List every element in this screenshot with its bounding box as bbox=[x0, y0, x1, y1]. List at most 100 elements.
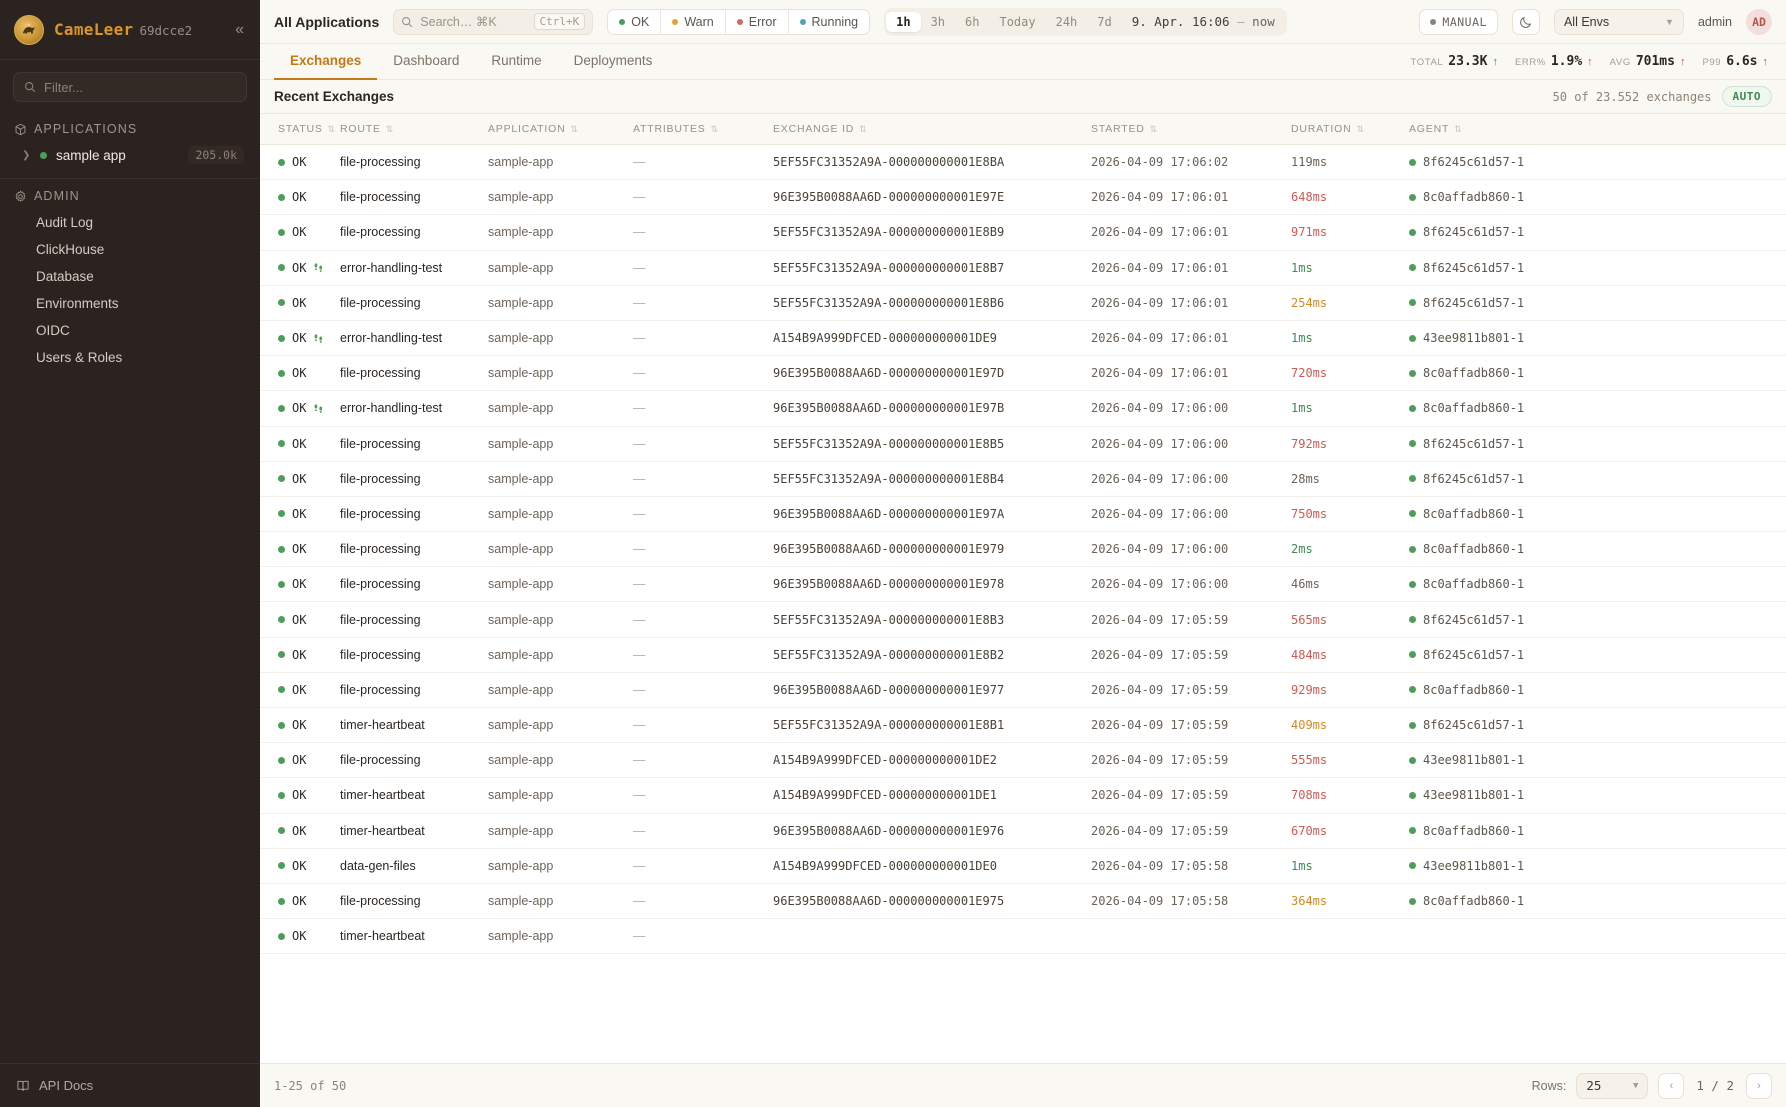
theme-toggle-button[interactable] bbox=[1511, 8, 1540, 35]
sidebar-item-audit-log[interactable]: Audit Log bbox=[36, 215, 94, 230]
search-input[interactable]: Search… ⌘K Ctrl+K bbox=[393, 8, 594, 35]
cell-started: 2026-04-09 17:05:59 bbox=[1091, 707, 1291, 744]
table-row[interactable]: OK error-handling-test sample-app — A154B9A9… bbox=[260, 320, 1786, 357]
time-range-display[interactable]: 9. Apr. 16:06 — now bbox=[1122, 14, 1285, 29]
time-preset-7d[interactable]: 7d bbox=[1097, 14, 1112, 29]
sidebar-item-environments[interactable]: Environments bbox=[36, 296, 119, 311]
table-row[interactable]: OK file-processing sample-app —5EF55FC31352… bbox=[260, 144, 1786, 181]
sidebar-item-api-docs[interactable]: API Docs bbox=[0, 1063, 260, 1107]
environment-select-value: All Envs bbox=[1563, 14, 1610, 29]
status-dot bbox=[278, 158, 285, 166]
status-filter-error[interactable]: Error bbox=[726, 9, 789, 34]
table-row[interactable]: OK data-gen-files sample-app — A154B9A999DFC… bbox=[260, 848, 1786, 884]
col-status[interactable]: STATUS ⇅ bbox=[260, 113, 340, 145]
table-row[interactable]: OK file-processing sample-app —96E395B0088A… bbox=[260, 883, 1786, 920]
sidebar-item-sample-app[interactable]: ❯ sample app 205.0k bbox=[0, 142, 260, 168]
col-route[interactable]: ROUTE ⇅ bbox=[340, 113, 488, 145]
cell-application: sample-app bbox=[488, 144, 633, 181]
agent-status-dot bbox=[1409, 686, 1416, 694]
col-started[interactable]: STARTED ⇅ bbox=[1091, 113, 1291, 145]
time-preset-24h[interactable]: 24h bbox=[1055, 14, 1078, 29]
table-row[interactable]: OK file-processing sample-app —96E395B0088A… bbox=[260, 496, 1786, 533]
cell-agent: 8f6245c61d57-1 bbox=[1409, 214, 1786, 251]
cell-attributes: — bbox=[633, 320, 773, 357]
sort-icon: ⇅ bbox=[570, 123, 579, 134]
cell-status: OK bbox=[260, 285, 340, 321]
cell-duration: 792ms bbox=[1291, 426, 1409, 462]
cell-status: OK bbox=[260, 813, 340, 849]
tab-deployments[interactable]: Deployments bbox=[573, 53, 653, 68]
sidebar-item-clickhouse[interactable]: ClickHouse bbox=[36, 242, 105, 257]
table-row[interactable]: OK file-processing sample-app —96E395B0088A… bbox=[260, 355, 1786, 392]
exchanges-table-wrap[interactable]: STATUS ⇅ ROUTE ⇅ APPLICATION ⇅ ATTRIBUTES ⇅ … bbox=[260, 113, 1786, 1063]
table-row[interactable]: OK file-processing sample-app —5EF55FC31352… bbox=[260, 601, 1786, 638]
user-name: admin bbox=[1697, 14, 1732, 29]
status-filter-running[interactable]: Running bbox=[789, 10, 870, 34]
cell-exchange-id: A154B9A999DFCED-000000000001DE1 bbox=[773, 777, 1091, 814]
tab-runtime[interactable]: Runtime bbox=[491, 53, 542, 68]
cell-status: OK bbox=[260, 144, 340, 181]
table-row[interactable]: OK timer-heartbeat sample-app — bbox=[260, 918, 1786, 955]
cell-attributes: — bbox=[633, 918, 773, 955]
col-duration[interactable]: DURATION ⇅ bbox=[1291, 113, 1409, 145]
col-application[interactable]: APPLICATION ⇅ bbox=[488, 113, 633, 145]
table-row[interactable]: OK file-processing sample-app —96E395B0088A… bbox=[260, 179, 1786, 216]
table-row[interactable]: OK file-processing sample-app —96E395B0088A… bbox=[260, 566, 1786, 603]
cube-icon bbox=[15, 123, 26, 135]
sidebar-item-oidc[interactable]: OIDC bbox=[36, 323, 70, 338]
next-page-button[interactable]: › bbox=[1746, 1072, 1772, 1099]
table-row[interactable]: OK file-processing sample-app —5EF55FC31352… bbox=[260, 214, 1786, 251]
filter-input[interactable]: Filter... bbox=[13, 72, 247, 102]
table-row[interactable]: OK file-processing sample-app — A154B9A999DF… bbox=[260, 742, 1786, 779]
avatar[interactable]: AD bbox=[1746, 8, 1772, 35]
chevron-right-icon[interactable]: ❯ bbox=[22, 149, 31, 161]
cell-duration: 750ms bbox=[1291, 496, 1409, 533]
table-row[interactable]: OK file-processing sample-app —5EF55FC31352… bbox=[260, 285, 1786, 321]
cell-agent: 8f6245c61d57-1 bbox=[1409, 144, 1786, 181]
table-row[interactable]: OK file-processing sample-app —96E395B0088A… bbox=[260, 672, 1786, 709]
environment-select[interactable]: All Envs ▼ bbox=[1553, 8, 1684, 35]
cell-duration: 409ms bbox=[1291, 707, 1409, 744]
col-agent[interactable]: AGENT ⇅ bbox=[1409, 113, 1786, 145]
cell-agent: 8c0affadb860-1 bbox=[1409, 496, 1786, 533]
time-preset-today[interactable]: Today bbox=[999, 14, 1036, 29]
auto-refresh-badge[interactable]: AUTO bbox=[1721, 86, 1772, 107]
time-preset-1h[interactable]: 1h bbox=[886, 11, 921, 32]
rows-per-page-select[interactable]: 25 ▼ bbox=[1576, 1072, 1649, 1099]
table-row[interactable]: OK file-processing sample-app —5EF55FC31352… bbox=[260, 426, 1786, 462]
status-filter-warn[interactable]: Warn bbox=[661, 9, 726, 34]
refresh-mode-button[interactable]: MANUAL bbox=[1419, 8, 1498, 35]
sort-icon: ⇅ bbox=[1356, 123, 1365, 134]
time-preset-6h[interactable]: 6h bbox=[965, 14, 980, 29]
sidebar-item-database[interactable]: Database bbox=[36, 269, 94, 284]
cell-attributes: — bbox=[633, 496, 773, 533]
tab-exchanges[interactable]: Exchanges bbox=[274, 44, 378, 80]
cell-status: OK bbox=[260, 426, 340, 462]
cell-started: 2026-04-09 17:06:01 bbox=[1091, 250, 1291, 286]
pagination-range: 1-25 of 50 bbox=[274, 1078, 347, 1093]
cell-exchange-id: 5EF55FC31352A9A-000000000001E8B4 bbox=[773, 461, 1091, 497]
sidebar-section-label: APPLICATIONS bbox=[34, 122, 138, 136]
table-row[interactable]: OK timer-heartbeat sample-app —5EF55FC31352… bbox=[260, 707, 1786, 744]
cell-agent: 8f6245c61d57-1 bbox=[1409, 601, 1786, 638]
tab-dashboard[interactable]: Dashboard bbox=[393, 53, 460, 68]
table-row[interactable]: OK file-processing sample-app —5EF55FC31352… bbox=[260, 637, 1786, 673]
table-row[interactable]: OK timer-heartbeat sample-app —96E395B0088A… bbox=[260, 813, 1786, 849]
col-attributes[interactable]: ATTRIBUTES ⇅ bbox=[633, 113, 773, 145]
prev-page-button[interactable]: ‹ bbox=[1658, 1072, 1685, 1099]
status-filter-ok[interactable]: OK bbox=[608, 9, 662, 34]
table-row[interactable]: OK file-processing sample-app —5EF55FC31352… bbox=[260, 461, 1786, 497]
sidebar-item-users-roles[interactable]: Users & Roles bbox=[36, 350, 123, 365]
table-row[interactable]: OK error-handling-test sample-app —5EF55FC3… bbox=[260, 250, 1786, 286]
table-row[interactable]: OK error-handling-test sample-app —96E395B0… bbox=[260, 390, 1786, 427]
time-preset-3h[interactable]: 3h bbox=[930, 14, 946, 29]
table-row[interactable]: OK timer-heartbeat sample-app — A154B9A999DF… bbox=[260, 777, 1786, 814]
chevron-double-left-icon[interactable]: « bbox=[235, 20, 244, 38]
brand-name: CameLeer bbox=[54, 19, 134, 39]
status-label: OK bbox=[292, 542, 307, 557]
col-exchange-id[interactable]: EXCHANGE ID ⇅ bbox=[773, 113, 1091, 145]
cell-status: OK bbox=[260, 566, 340, 603]
sidebar-filter-wrap: Filter... bbox=[0, 60, 260, 112]
table-row[interactable]: OK file-processing sample-app —96E395B0088A… bbox=[260, 531, 1786, 568]
agent-status-dot bbox=[1409, 862, 1416, 870]
